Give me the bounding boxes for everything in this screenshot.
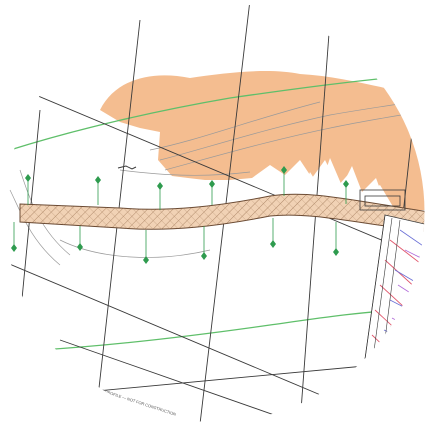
marker (209, 180, 215, 188)
callout-mark (117, 165, 137, 170)
survey-markers (11, 166, 349, 264)
marker (270, 240, 276, 248)
marker (95, 176, 101, 184)
marker (333, 248, 339, 256)
cutout-edge (300, 158, 384, 200)
structure-blocks (359, 189, 406, 211)
marker (281, 166, 287, 174)
marker (157, 182, 163, 190)
marker (143, 256, 149, 264)
marker (77, 243, 83, 251)
green-lines (9, 73, 425, 351)
marker (343, 180, 349, 188)
marker (201, 252, 207, 260)
marker (11, 244, 17, 252)
marker (25, 174, 31, 182)
